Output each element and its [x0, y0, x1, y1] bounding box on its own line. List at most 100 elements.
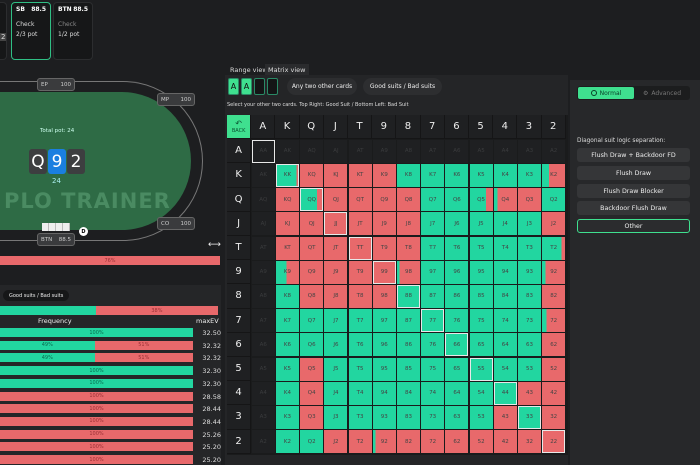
hand-cell[interactable]: 66 [445, 333, 469, 357]
hand-cell[interactable]: 82 [542, 284, 566, 309]
hand-cell[interactable]: Q3 [517, 188, 542, 212]
option-flush-draw-backdoor[interactable]: Flush Draw + Backdoor FD [577, 148, 690, 162]
hand-cell[interactable]: J2 [542, 212, 566, 236]
hand-cell[interactable]: 75 [421, 357, 445, 381]
hand-cell[interactable]: T4 [348, 381, 372, 405]
hand-cell[interactable]: 85 [469, 284, 493, 309]
hand-cell[interactable]: 44 [493, 381, 517, 405]
hand-cell[interactable]: 93 [372, 405, 396, 430]
hand-cell[interactable]: T4 [493, 236, 517, 260]
resize-icon[interactable]: ⟷ [208, 240, 221, 250]
hand-cell[interactable]: 94 [372, 381, 396, 405]
hand-cell[interactable]: A8 [396, 139, 421, 163]
hand-cell[interactable]: Q7 [421, 188, 445, 212]
hand-cell[interactable]: T2 [542, 236, 566, 260]
hand-cell[interactable]: 95 [372, 357, 396, 381]
hand-cell[interactable]: K9 [372, 163, 396, 188]
hand-cell[interactable]: K5 [275, 357, 300, 381]
hand-cell[interactable]: J9 [324, 260, 348, 284]
hand-cell[interactable]: K2 [542, 163, 566, 188]
action-card-btn[interactable]: BTN 88.5 Check 1/2 pot [53, 2, 93, 60]
hand-cell[interactable]: 65 [445, 357, 469, 381]
option-flush-draw[interactable]: Flush Draw [577, 166, 690, 180]
good-bad-suits-button[interactable]: Good suits / Bad suits [363, 78, 442, 95]
hand-cell[interactable]: AJ [251, 212, 275, 236]
hand-cell[interactable]: 72 [542, 309, 566, 333]
hand-cell[interactable]: 32 [517, 430, 542, 454]
hand-cell[interactable]: 96 [445, 260, 469, 284]
hand-cell[interactable]: T9 [348, 260, 372, 284]
hand-cell[interactable]: K2 [275, 430, 300, 454]
hand-cell[interactable]: AQ [251, 188, 275, 212]
hand-cell[interactable]: K6 [275, 333, 300, 357]
hand-cell[interactable]: K3 [275, 405, 300, 430]
hand-cell[interactable]: J8 [396, 212, 421, 236]
hand-cell[interactable]: 54 [469, 381, 493, 405]
hand-cell[interactable]: Q8 [300, 284, 324, 309]
option-flush-draw-blocker[interactable]: Flush Draw Blocker [577, 184, 690, 198]
hand-cell[interactable]: T6 [445, 236, 469, 260]
hand-cell[interactable]: A4 [493, 139, 517, 163]
mode-advanced[interactable]: ⚙ Advanced [634, 87, 690, 99]
hand-cell[interactable]: AJ [324, 139, 348, 163]
hand-cell[interactable]: 62 [445, 430, 469, 454]
hand-cell[interactable]: A7 [251, 309, 275, 333]
hand-cell[interactable]: 93 [517, 260, 542, 284]
option-backdoor-flush-draw[interactable]: Backdoor Flush Draw [577, 201, 690, 215]
hand-cell[interactable]: Q4 [300, 381, 324, 405]
hand-cell[interactable]: A9 [372, 139, 396, 163]
mode-normal[interactable]: Normal [578, 87, 634, 99]
card-slot-4[interactable] [267, 78, 278, 95]
hand-cell[interactable]: 85 [396, 357, 421, 381]
hand-cell[interactable]: QT [348, 188, 372, 212]
card-slot-2[interactable]: A [241, 78, 252, 95]
hand-cell[interactable]: 87 [421, 284, 445, 309]
hand-cell[interactable]: 43 [493, 405, 517, 430]
hand-cell[interactable]: Q4 [493, 188, 517, 212]
hand-cell[interactable]: AT [348, 139, 372, 163]
hand-cell[interactable]: 92 [372, 430, 396, 454]
hand-cell[interactable]: 97 [421, 260, 445, 284]
card-slot-3[interactable] [254, 78, 265, 95]
hand-cell[interactable]: 99 [372, 260, 396, 284]
hand-cell[interactable]: 98 [396, 260, 421, 284]
action-card-sb[interactable]: SB 88.5 Check 2/3 pot [11, 2, 51, 60]
hand-cell[interactable]: 22 [542, 430, 566, 454]
hand-cell[interactable]: A4 [251, 381, 275, 405]
hand-cell[interactable]: 52 [542, 357, 566, 381]
hand-cell[interactable]: Q5 [469, 188, 493, 212]
hand-cell[interactable]: 42 [493, 430, 517, 454]
hand-cell[interactable]: A3 [251, 405, 275, 430]
hand-cell[interactable]: 92 [542, 260, 566, 284]
hand-cell[interactable]: Q6 [445, 188, 469, 212]
hand-cell[interactable]: K4 [493, 163, 517, 188]
hand-cell[interactable]: KT [348, 163, 372, 188]
hand-cell[interactable]: Q8 [396, 188, 421, 212]
hand-cell[interactable]: 65 [469, 333, 493, 357]
hand-cell[interactable]: T5 [348, 357, 372, 381]
hand-cell[interactable]: 76 [421, 333, 445, 357]
hand-cell[interactable]: A7 [421, 139, 445, 163]
hand-cell[interactable]: KJ [275, 212, 300, 236]
hand-cell[interactable]: 42 [542, 381, 566, 405]
good-bad-suits-filter[interactable]: Good suits / Bad suits [3, 290, 70, 301]
hand-cell[interactable]: 75 [469, 309, 493, 333]
hand-cell[interactable]: J3 [324, 405, 348, 430]
hand-cell[interactable]: TT [348, 236, 372, 260]
hand-cell[interactable]: K5 [469, 163, 493, 188]
hand-cell[interactable]: J6 [445, 212, 469, 236]
hand-cell[interactable]: K6 [445, 163, 469, 188]
hand-cell[interactable]: JJ [324, 212, 348, 236]
card-slot-1[interactable]: A [228, 78, 239, 95]
hand-cell[interactable]: 86 [445, 284, 469, 309]
hand-cell[interactable]: QJ [300, 212, 324, 236]
hand-cell[interactable]: 62 [542, 333, 566, 357]
hand-cell[interactable]: QQ [300, 188, 324, 212]
hand-cell[interactable]: 88 [396, 284, 421, 309]
hand-cell[interactable]: 64 [445, 381, 469, 405]
hand-cell[interactable]: K3 [517, 163, 542, 188]
hand-cell[interactable]: KQ [275, 188, 300, 212]
hand-cell[interactable]: K7 [421, 163, 445, 188]
hand-cell[interactable]: Q6 [300, 333, 324, 357]
hand-cell[interactable]: 96 [372, 333, 396, 357]
